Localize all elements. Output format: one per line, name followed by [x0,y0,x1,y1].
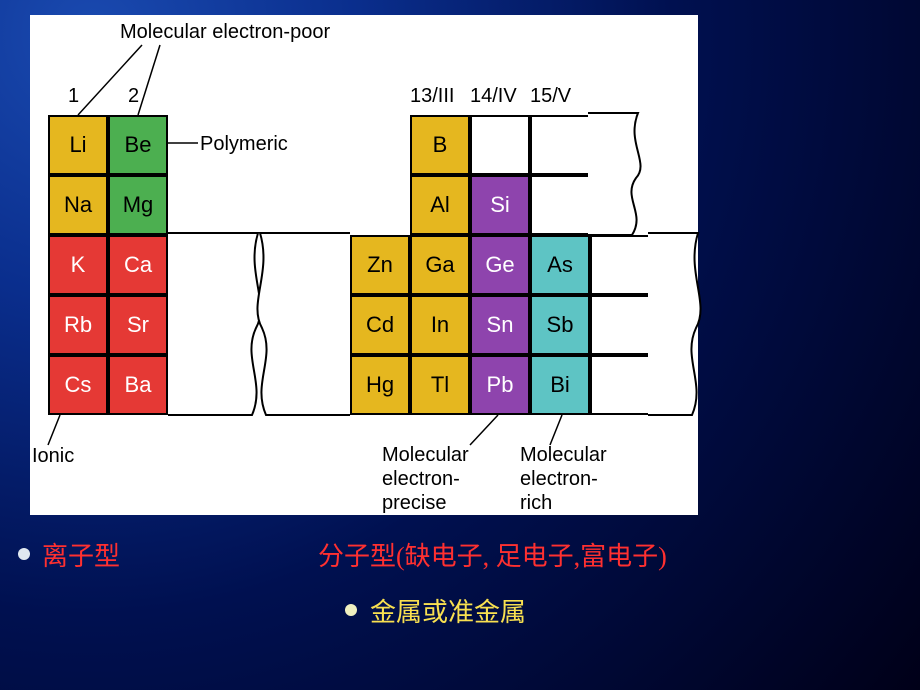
col-right-13: 13/III [410,85,454,108]
element-be: Be [108,115,168,175]
label-rich-2: electron- [520,467,607,491]
element-pb: Pb [470,355,530,415]
chinese-ionic: 离子型 [42,536,120,573]
label-rich-1: Molecular [520,443,607,467]
label-electron-poor: Molecular electron-poor [120,21,330,44]
empty-cell [470,115,530,175]
element-al: Al [410,175,470,235]
empty-cell [590,235,650,295]
element-hg: Hg [350,355,410,415]
element-si: Si [470,175,530,235]
empty-cell [590,355,650,415]
element-ba: Ba [108,355,168,415]
col-right-15: 15/V [530,85,571,108]
bullet-1 [18,548,30,560]
element-as: As [530,235,590,295]
element-cd: Cd [350,295,410,355]
empty-cell [530,175,590,235]
empty-cell [530,115,590,175]
label-rich-3: rich [520,491,607,515]
label-ionic: Ionic [32,445,74,468]
chinese-metal: 金属或准金属 [370,592,526,629]
element-sr: Sr [108,295,168,355]
element-li: Li [48,115,108,175]
col-left-1: 1 [68,85,79,108]
element-ge: Ge [470,235,530,295]
label-precise-3: precise [382,491,469,515]
element-k: K [48,235,108,295]
element-mg: Mg [108,175,168,235]
element-in: In [410,295,470,355]
chinese-molecular: 分子型(缺电子, 足电子,富电子) [318,536,667,573]
empty-cell [590,295,650,355]
label-rich: Molecular electron- rich [520,443,607,515]
element-ca: Ca [108,235,168,295]
label-polymeric: Polymeric [200,133,288,156]
col-right-14: 14/IV [470,85,517,108]
torn-edge-right-upper [588,113,658,243]
element-tl: Tl [410,355,470,415]
torn-edge-right [648,233,718,423]
element-sn: Sn [470,295,530,355]
label-precise: Molecular electron- precise [382,443,469,515]
element-ga: Ga [410,235,470,295]
periodic-diagram-panel: Molecular electron-poor 1 2 13/III 14/IV… [30,15,698,515]
element-bi: Bi [530,355,590,415]
element-zn: Zn [350,235,410,295]
bullet-2 [345,604,357,616]
element-cs: Cs [48,355,108,415]
slide-root: Molecular electron-poor 1 2 13/III 14/IV… [0,0,920,690]
element-rb: Rb [48,295,108,355]
element-sb: Sb [530,295,590,355]
element-b: B [410,115,470,175]
torn-edge-left [168,233,288,423]
col-left-2: 2 [128,85,139,108]
label-precise-2: electron- [382,467,469,491]
element-na: Na [48,175,108,235]
torn-edge-mid [258,233,358,423]
label-precise-1: Molecular [382,443,469,467]
